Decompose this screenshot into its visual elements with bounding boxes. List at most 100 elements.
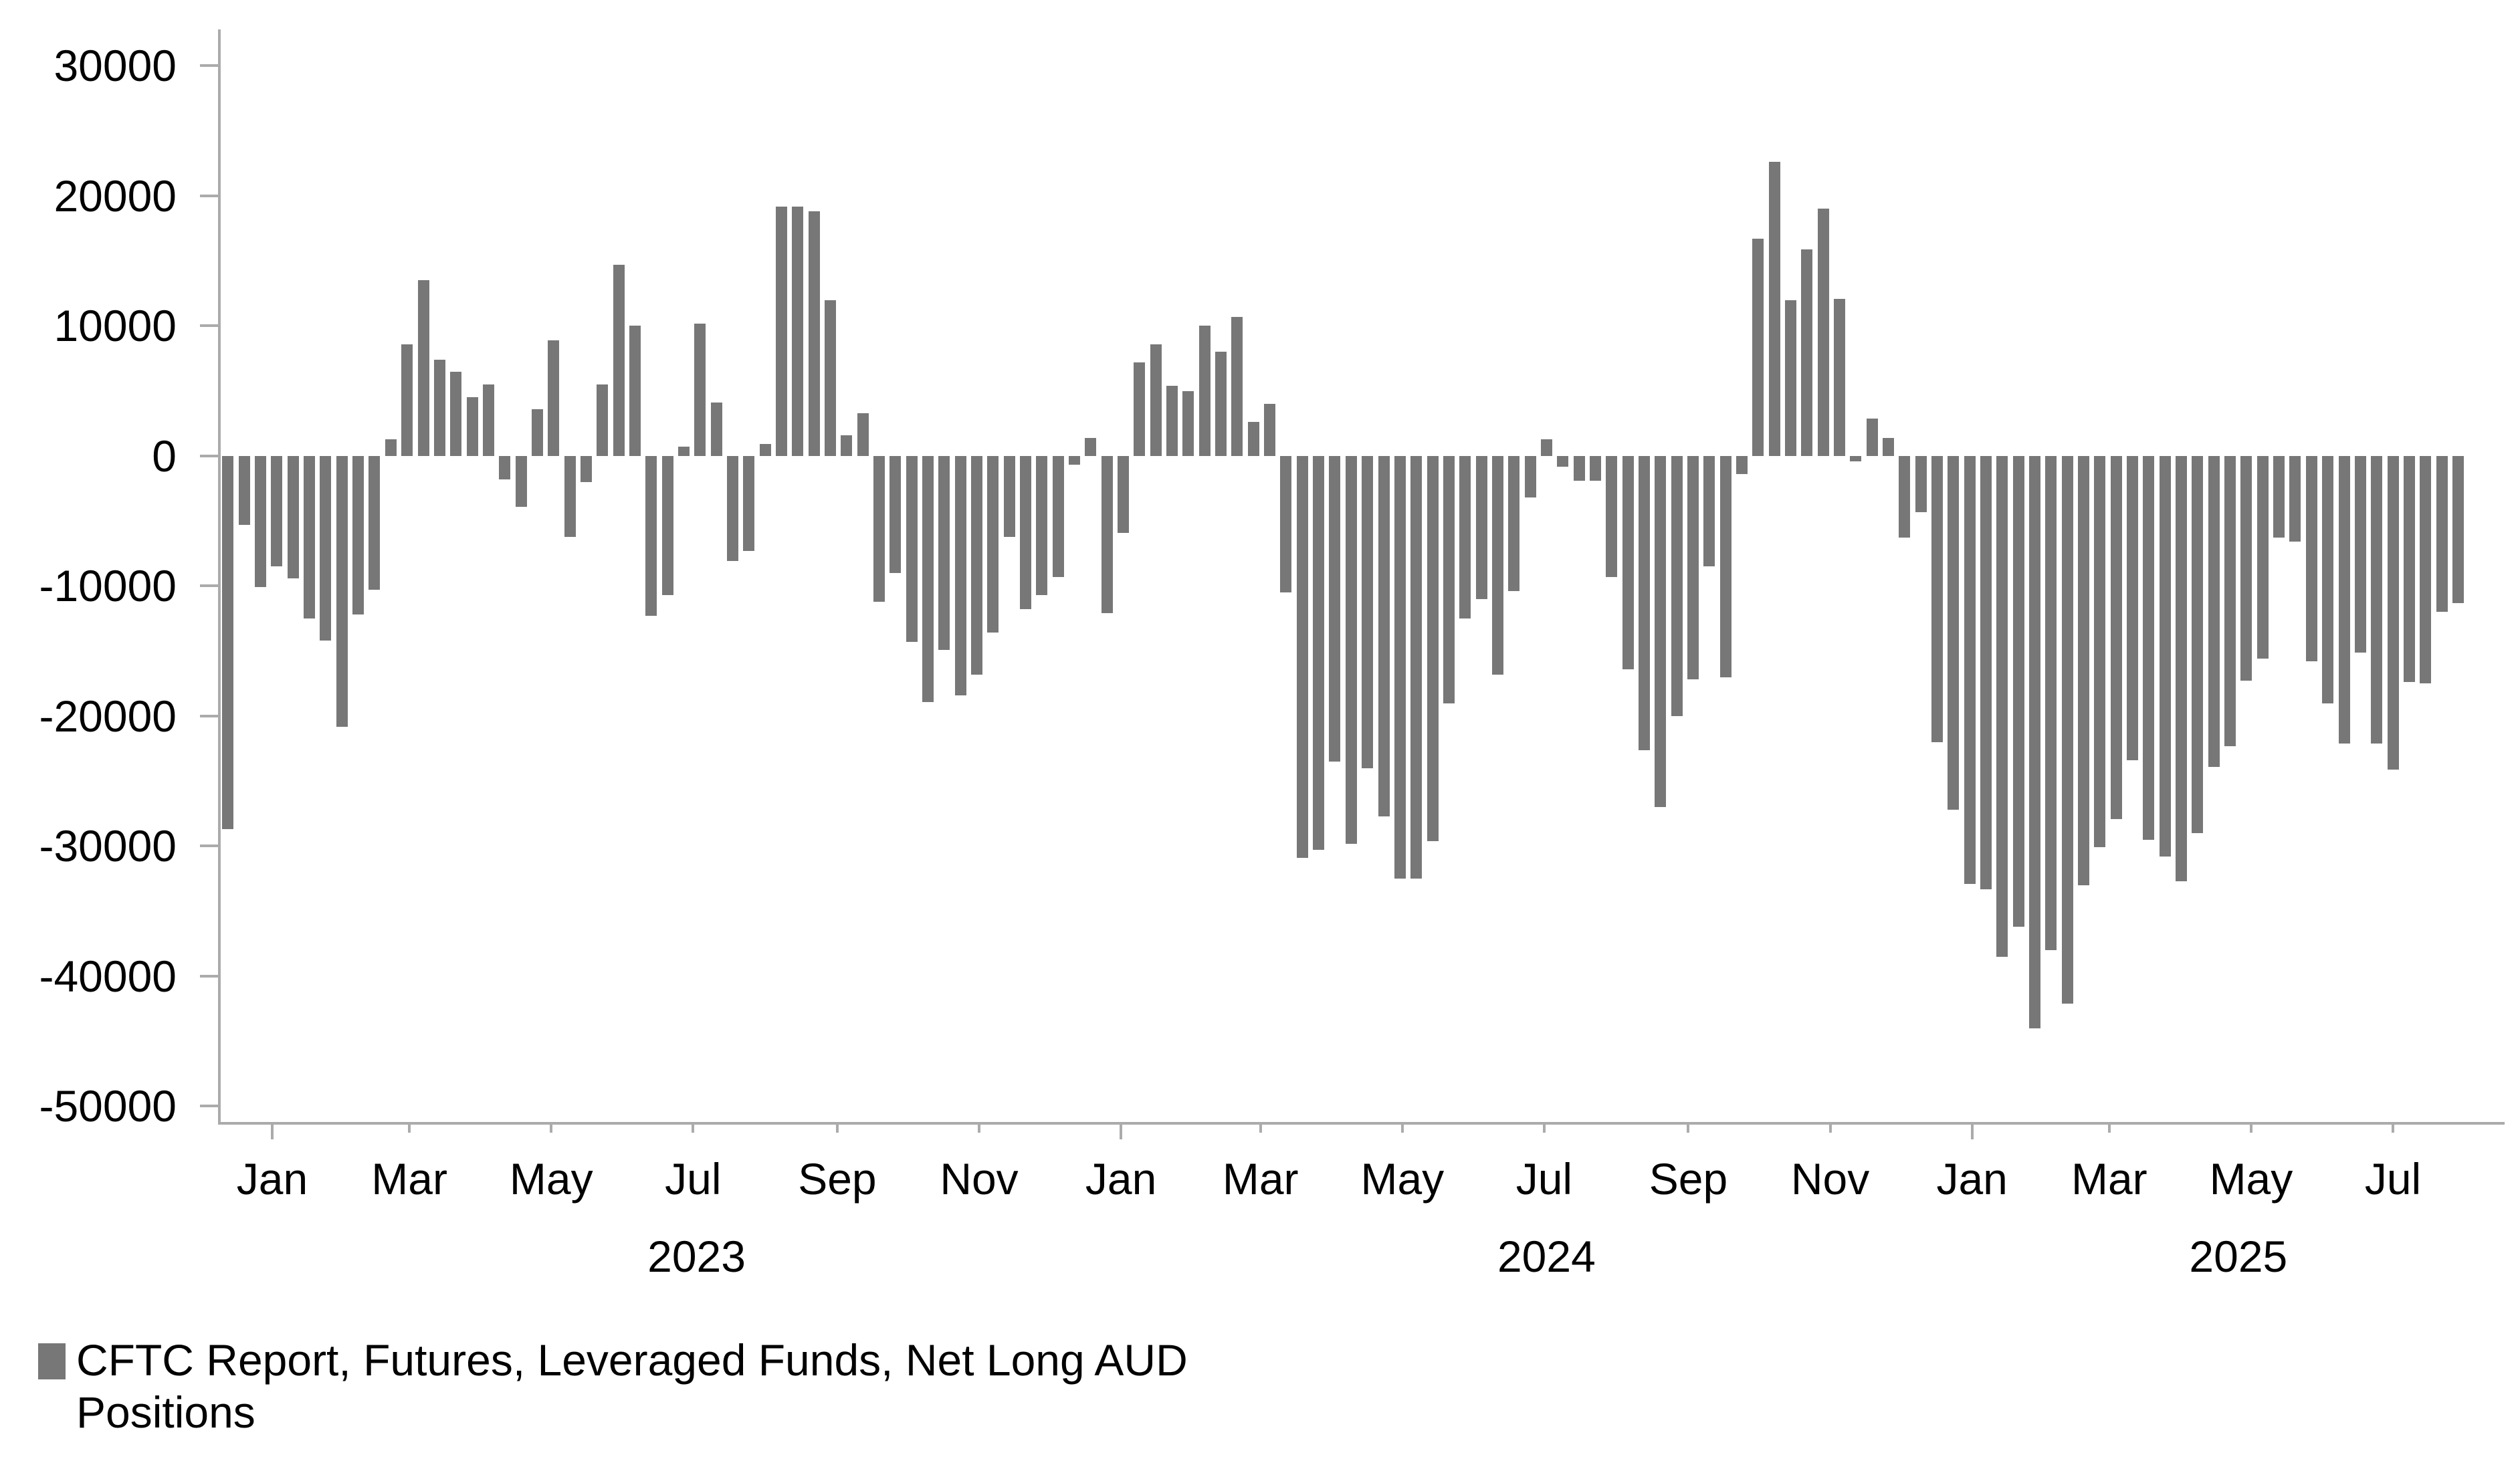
x-axis-tick	[1259, 1125, 1262, 1133]
bar	[271, 455, 283, 567]
bar	[1817, 209, 1829, 456]
bar	[433, 360, 445, 456]
bar	[1475, 455, 1487, 599]
bar	[2256, 455, 2269, 659]
x-axis-year-label: 2025	[2189, 1232, 2288, 1281]
bar	[1296, 455, 1308, 858]
x-axis-year-label: 2024	[1497, 1232, 1596, 1281]
bar	[1020, 455, 1032, 610]
bar	[450, 371, 462, 456]
bar	[808, 211, 820, 456]
x-axis-month-label: May	[509, 1154, 593, 1204]
y-axis-tick	[200, 974, 218, 978]
bar	[499, 455, 511, 479]
bar	[255, 455, 267, 588]
bar	[1980, 455, 1992, 889]
bar	[2387, 455, 2399, 770]
bar	[1231, 316, 1243, 456]
x-axis-tick	[1542, 1125, 1546, 1133]
bar	[580, 455, 592, 482]
bar	[613, 265, 625, 456]
y-axis-tick-label: 0	[152, 431, 177, 481]
bar	[971, 455, 983, 675]
bar	[385, 439, 397, 456]
bar	[352, 455, 364, 615]
bar	[2176, 455, 2188, 881]
bar	[889, 455, 902, 573]
bar	[1784, 300, 1796, 456]
bar	[1378, 455, 1390, 816]
bar	[2029, 455, 2041, 1028]
bar	[287, 455, 299, 578]
bar	[2192, 455, 2204, 833]
x-axis-month-label: Mar	[2071, 1154, 2147, 1204]
bar	[2012, 455, 2024, 927]
bar	[1410, 455, 1423, 879]
bar	[1768, 162, 1780, 456]
x-axis-tick	[271, 1125, 274, 1139]
bar	[2240, 455, 2252, 681]
y-axis-tick	[200, 714, 218, 717]
x-axis-tick	[408, 1125, 411, 1133]
bar	[792, 206, 804, 456]
bar	[1085, 437, 1097, 456]
bar	[1524, 455, 1536, 498]
bar	[1655, 455, 1667, 808]
bar	[1182, 390, 1194, 456]
bar	[1801, 249, 1813, 456]
x-axis-month-label: Mar	[371, 1154, 447, 1204]
bar	[1752, 239, 1764, 456]
x-axis-month-label: Sep	[798, 1154, 877, 1204]
bar	[1540, 439, 1552, 456]
bar	[743, 455, 755, 551]
bar	[1508, 455, 1520, 592]
bar	[677, 447, 690, 456]
legend-label: CFTC Report, Futures, Leveraged Funds, N…	[76, 1335, 1188, 1437]
x-axis-tick	[1828, 1125, 1832, 1133]
bar	[1166, 385, 1178, 456]
x-axis-month-label: Jan	[236, 1154, 308, 1204]
x-axis-tick	[550, 1125, 553, 1133]
bar	[2371, 455, 2383, 744]
bar	[2061, 455, 2073, 1004]
bar	[922, 455, 934, 702]
x-axis-month-label: Sep	[1649, 1154, 1728, 1204]
y-axis-tick	[200, 844, 218, 848]
bar	[2420, 455, 2432, 684]
bar	[1638, 455, 1650, 750]
y-axis-tick-label: -30000	[39, 821, 177, 871]
bar	[2403, 455, 2415, 683]
x-axis-tick	[978, 1125, 980, 1133]
legend: CFTC Report, Futures, Leveraged Funds, N…	[38, 1334, 1280, 1438]
bar	[726, 455, 738, 562]
bar	[1557, 455, 1569, 467]
x-axis-month-label: Nov	[1790, 1154, 1870, 1204]
bar	[1052, 455, 1064, 577]
bar	[1362, 455, 1374, 768]
x-axis-month-label: May	[2209, 1154, 2293, 1204]
y-axis-tick-label: -40000	[39, 951, 177, 1001]
bar	[1719, 455, 1731, 677]
bar	[1931, 455, 1944, 742]
bar	[597, 384, 609, 456]
bar	[564, 455, 576, 537]
bar	[1198, 326, 1211, 456]
x-axis-tick	[2249, 1125, 2252, 1133]
bar	[645, 455, 657, 616]
bar	[2094, 455, 2106, 848]
bar	[1345, 455, 1357, 844]
bar	[2354, 455, 2366, 653]
x-axis-line	[218, 1122, 2505, 1125]
x-axis-tick	[1120, 1125, 1123, 1139]
bar	[1427, 455, 1439, 841]
bar	[1459, 455, 1471, 619]
bar	[1491, 455, 1503, 675]
bar	[873, 455, 885, 602]
bar	[369, 455, 381, 590]
bar	[954, 455, 966, 695]
x-axis-month-label: May	[1360, 1154, 1445, 1204]
bar	[417, 280, 429, 456]
x-axis-month-label: Mar	[1222, 1154, 1299, 1204]
bar	[1964, 455, 1976, 884]
